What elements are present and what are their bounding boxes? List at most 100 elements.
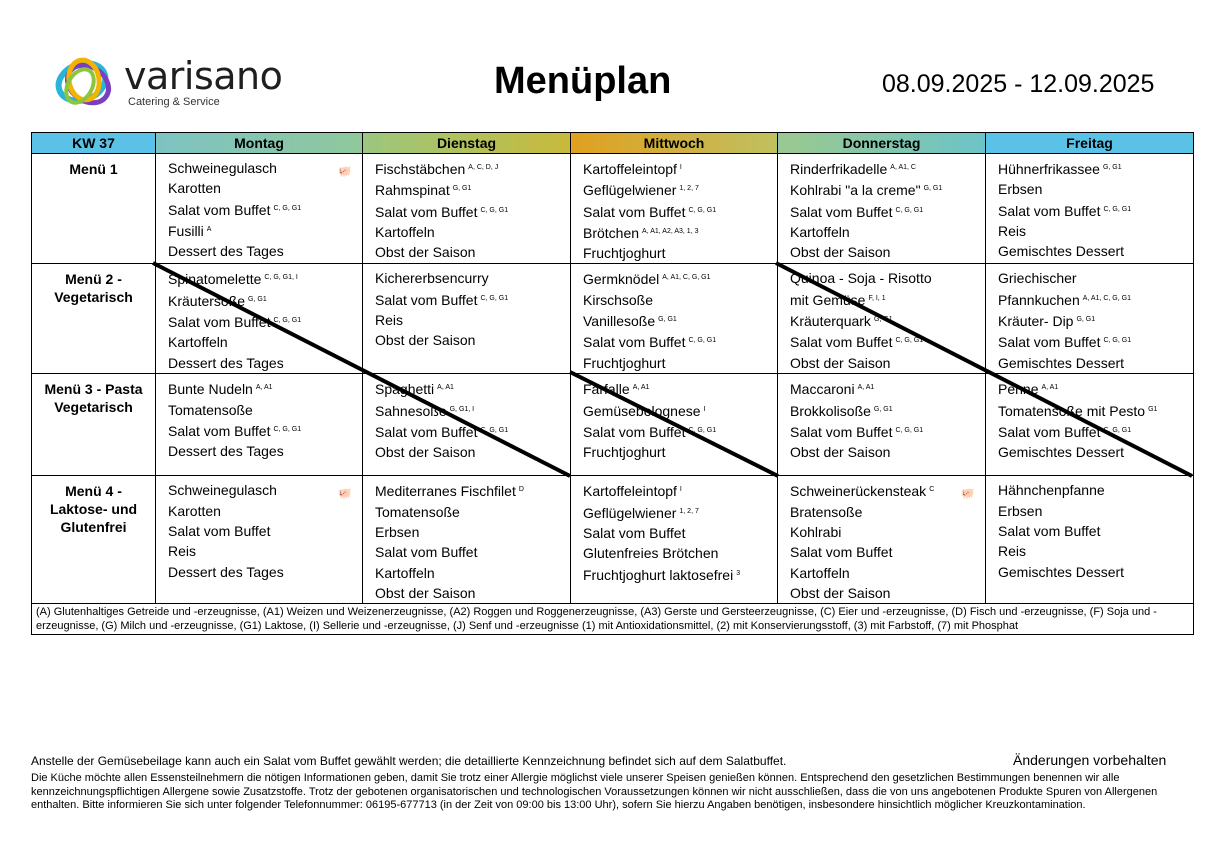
pork-icon: 🐖 — [338, 166, 352, 178]
dish-name: Salat vom Buffet — [998, 523, 1101, 540]
legend-row: (A) Glutenhaltiges Getreide und -erzeugn… — [31, 603, 1194, 636]
dish-name: Vanillesoße — [583, 313, 656, 330]
dish-item: Schweinerückensteak C — [790, 480, 977, 501]
allergen-codes: A, A1, C — [890, 164, 916, 171]
dish-name: Salat vom Buffet — [375, 291, 478, 308]
dish-item: Tomatensoße — [168, 400, 354, 420]
dish-item: Fruchtjoghurt — [583, 353, 769, 373]
dish-name: Hühnerfrikassee — [998, 161, 1100, 177]
dish-name: Kartoffeln — [375, 564, 435, 581]
dish-name: Kartoffeln — [168, 334, 228, 351]
allergen-codes: 1, 2, 7 — [679, 507, 699, 515]
dish-item: Salat vom Buffet C, G, G1 — [790, 421, 977, 442]
dish-item: Erbsen — [375, 522, 562, 542]
dish-name: Reis — [168, 543, 197, 560]
dish-name: Salat vom Buffet — [998, 202, 1101, 219]
menu-cell-tuesday: Mediterranes Fischfilet D Tomatensoße Erbse… — [362, 475, 571, 605]
dish-item: Reis — [375, 310, 562, 330]
allergen-codes: C, G, G1 — [895, 206, 924, 214]
dish-name: Salat vom Buffet — [583, 203, 686, 220]
allergen-codes: C, G, G1 — [480, 294, 509, 302]
dish-item: Kohlrabi — [790, 522, 977, 542]
dish-name: Kohlrabi — [790, 524, 842, 541]
dish-name: Obst der Saison — [375, 332, 476, 349]
dish-item: Obst der Saison — [375, 442, 562, 462]
dish-name: Rinderfrikadelle — [790, 161, 888, 177]
dish-item: Penne A, A1 — [998, 378, 1185, 399]
day-header-friday: Freitag — [985, 132, 1194, 154]
dish-item: Rinderfrikadelle A, A1, C — [790, 158, 977, 179]
dish-item: Salat vom Buffet C, G, G1 — [790, 331, 977, 352]
dish-item: Kichererbsencurry — [375, 268, 562, 288]
dish-name: Obst der Saison — [375, 244, 476, 261]
allergen-codes: 1, 2, 7 — [679, 185, 699, 193]
dish-item: Obst der Saison — [790, 442, 977, 462]
dish-name: Dessert des Tages — [168, 354, 284, 371]
dish-item: Geflügelwiener 1, 2, 7 — [583, 502, 769, 523]
dish-item: Tomatensoße mit Pesto G1 — [998, 400, 1185, 421]
dish-name: Fruchtjoghurt laktosefrei — [583, 566, 734, 583]
dish-item: Salat vom Buffet C, G, G1 — [168, 311, 354, 332]
dish-item: Dessert des Tages — [168, 562, 354, 582]
allergen-codes: G, G1 — [452, 185, 472, 193]
dish-item: Griechischer — [998, 268, 1185, 288]
dish-name: Kartoffeln — [375, 223, 435, 240]
dish-name: Hähnchenpfanne — [998, 482, 1105, 499]
dish-name: Maccaroni — [790, 381, 855, 398]
menu-label: Menü 2 - Vegetarisch — [31, 263, 156, 375]
dish-item: Brötchen A, A1, A2, A3, 1, 3 — [583, 222, 769, 243]
dish-item: Salat vom Buffet C, G, G1 — [998, 200, 1185, 221]
dish-item: Salat vom Buffet — [998, 521, 1185, 541]
dish-name: Schweinerückensteak — [790, 483, 927, 500]
allergen-codes: A, A1, C, G, G1 — [662, 274, 711, 282]
dish-item: Kohlrabi "a la creme" G, G1 — [790, 179, 977, 200]
dish-name: Obst der Saison — [790, 354, 891, 371]
dish-item: Kartoffeln — [790, 222, 977, 242]
allergen-codes: A, A1 — [632, 384, 650, 392]
allergen-codes: G, G1, I — [449, 405, 475, 413]
dish-name: Erbsen — [998, 181, 1043, 198]
dish-item: Salat vom Buffet C, G, G1 — [998, 421, 1185, 442]
menu-cell-monday: 🐖 Schweinegulasch Karotten Salat vom Buffet… — [155, 152, 363, 265]
menu-cell-tuesday: Fischstäbchen A, C, D, J Rahmspinat G, G1 Sa… — [362, 152, 571, 265]
dish-item: Fruchtjoghurt laktosefrei 3 — [583, 564, 769, 585]
dish-item: Karotten — [168, 501, 354, 521]
menu-cell-wednesday: Germknödel A, A1, C, G, G1 Kirschsoße Vanil… — [570, 263, 778, 375]
dish-name: Schweinegulasch — [168, 160, 277, 176]
day-header-monday: Montag — [155, 132, 363, 154]
allergen-codes: C, G, G1, I — [264, 274, 298, 282]
dish-item: Hähnchenpfanne — [998, 480, 1185, 500]
allergen-codes: F, I, 1 — [868, 294, 886, 302]
dish-name: Obst der Saison — [790, 444, 891, 461]
dish-name: Kräutersoße — [168, 292, 246, 309]
menu-cell-monday: Spinatomelette C, G, G1, I Kräutersoße G, G… — [155, 263, 363, 375]
dish-item: Glutenfreies Brötchen — [583, 543, 769, 563]
dish-name: Kräuter- Dip — [998, 313, 1074, 330]
dish-name: Tomatensoße — [168, 401, 253, 418]
dish-item: Geflügelwiener 1, 2, 7 — [583, 179, 769, 200]
dish-name: Karotten — [168, 502, 221, 519]
date-range: 08.09.2025 - 12.09.2025 — [882, 70, 1155, 98]
menu-cell-monday: Bunte Nudeln A, A1 Tomatensoße Salat vom Bu… — [155, 373, 363, 477]
dish-item: Obst der Saison — [375, 583, 562, 603]
allergen-codes: G, G1 — [1076, 316, 1096, 324]
dish-name: Salat vom Buffet — [583, 334, 686, 351]
allergen-codes: C, G, G1 — [480, 427, 509, 435]
dish-item: Salat vom Buffet C, G, G1 — [583, 331, 769, 352]
dish-item: Fischstäbchen A, C, D, J — [375, 158, 562, 179]
dish-name: Spaghetti — [375, 381, 435, 398]
dish-name: Obst der Saison — [790, 584, 891, 601]
dish-item: Obst der Saison — [790, 242, 977, 262]
dish-name: Brötchen — [583, 224, 640, 241]
menu-cell-wednesday: Kartoffeleintopf I Geflügelwiener 1, 2, 7 Sa… — [570, 152, 778, 265]
dish-item: Erbsen — [998, 179, 1185, 199]
dish-name: Kartoffeln — [790, 564, 850, 581]
dish-item: Spaghetti A, A1 — [375, 378, 562, 399]
allergen-codes: C, G, G1 — [1103, 205, 1132, 213]
dish-item: Salat vom Buffet C, G, G1 — [375, 201, 562, 222]
dish-item: Salat vom Buffet — [168, 521, 354, 541]
page-title: Menüplan — [494, 60, 672, 102]
dish-item: Kartoffeln — [375, 563, 562, 583]
week-number: KW 37 — [31, 132, 156, 154]
day-header-thursday: Donnerstag — [777, 132, 986, 154]
